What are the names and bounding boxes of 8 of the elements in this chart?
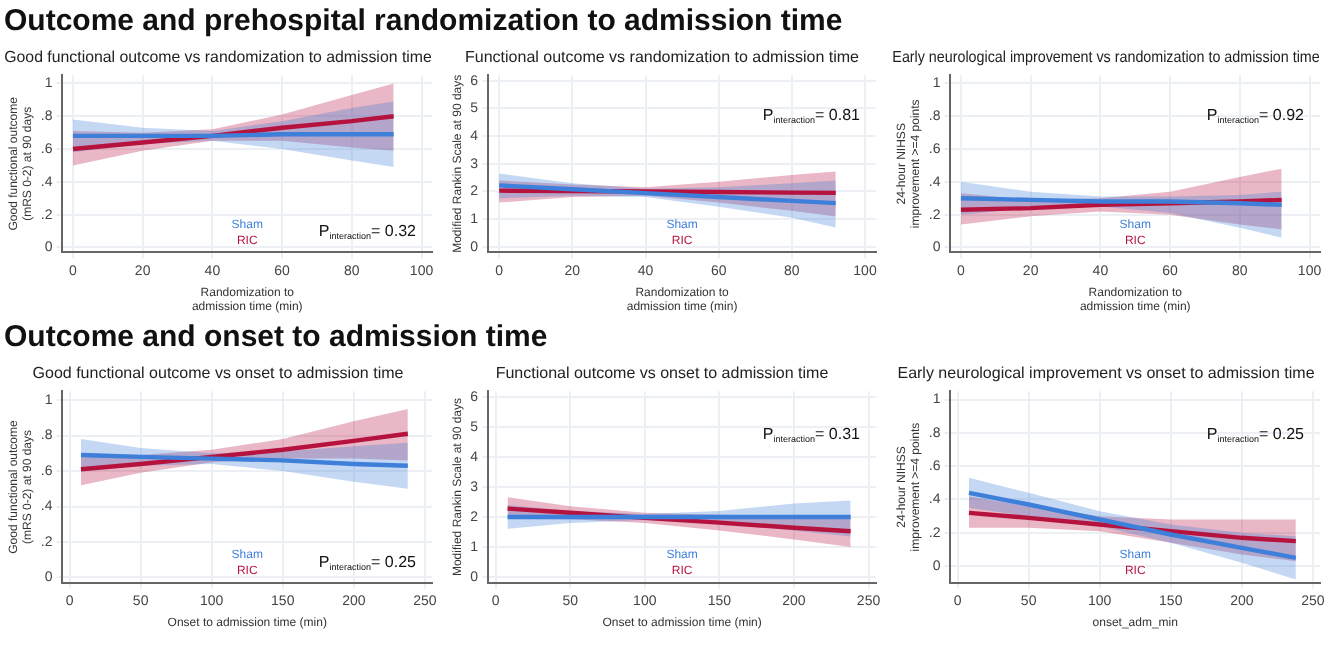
text: Outcome and prehospital randomization to admission time [2,2,845,40]
chart-title: Early neurological improvement vs randomization to admission time [892,47,1320,67]
chart-title: Good functional outcome vs onset to admission time [32,364,405,383]
chart-title: Functional outcome vs onset to admission time [495,364,830,383]
chart-title: Good functional outcome vs randomization to admission time [4,47,433,67]
chart-title: Functional outcome vs randomization to admission time [465,48,861,67]
text: Outcome and onset to admission time [2,318,550,356]
chart-title: Early neurological improvement vs onset to admission time [897,364,1316,383]
